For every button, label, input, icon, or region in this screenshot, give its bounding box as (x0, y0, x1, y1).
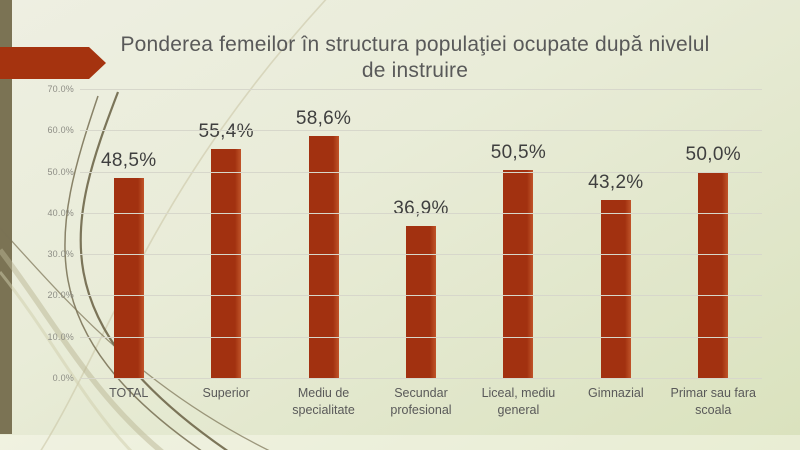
y-axis-tick-label: 50.0% (47, 166, 74, 177)
category-label: Superior (202, 386, 250, 400)
bar-value-label: 43,2% (588, 171, 644, 193)
y-axis-tick-label: 20.0% (47, 290, 74, 301)
bar-column: 58,6% (275, 89, 372, 378)
gridline (80, 130, 762, 132)
category-label: Gimnazial (588, 386, 644, 400)
gridline (80, 89, 762, 90)
bar (600, 199, 631, 378)
gridline (80, 336, 762, 338)
y-axis-tick-label: 70.0% (47, 84, 74, 94)
bar-value-label: 50,5% (490, 141, 547, 163)
bar-value-label: 55,4% (198, 121, 254, 143)
category-label: Mediu de specialitate (292, 386, 355, 417)
bar (211, 149, 242, 378)
bar-column: 43,2% (567, 89, 664, 378)
category-axis: TOTAL Superior Mediu de specialitate Secund… (80, 385, 762, 419)
y-axis-tick-label: 30.0% (47, 249, 74, 260)
bar (405, 225, 436, 378)
bar-column: 48,5% (80, 89, 177, 378)
bar-column: 36,9% (372, 89, 469, 378)
gridline (80, 254, 762, 256)
gridline (80, 378, 762, 379)
bar-column: 50,5% (470, 89, 567, 378)
bar (698, 171, 729, 378)
bar-column: 50,0% (665, 89, 762, 378)
footer-strip (0, 435, 800, 450)
bar-value-label: 36,9% (393, 197, 449, 219)
gridline (80, 212, 762, 214)
bars-container: 48,5% 55,4% 58,6% 36,9% 50,5% 43,2% 50,0% (80, 89, 762, 378)
y-axis-tick-label: 0.0% (52, 373, 74, 383)
bar-value-label: 58,6% (295, 108, 352, 130)
y-axis-tick-label: 40.0% (47, 207, 74, 218)
bar (113, 177, 144, 378)
gridline (80, 295, 762, 297)
category-label: Liceal, mediu general (481, 386, 556, 417)
bar-value-label: 50,0% (685, 143, 741, 165)
category-label: TOTAL (109, 386, 149, 400)
gridline (80, 171, 762, 173)
slide-title: Ponderea femeilor în structura populaţie… (120, 33, 710, 83)
category-label: Secundar profesional (390, 386, 452, 417)
category-label: Primar sau fara scoala (670, 386, 756, 417)
red-arrow-decoration (0, 47, 106, 79)
bar-column: 55,4% (177, 89, 274, 378)
y-axis-tick-label: 10.0% (47, 331, 74, 342)
bar-value-label: 48,5% (101, 149, 157, 171)
bar (503, 169, 534, 378)
plot-area: 48,5% 55,4% 58,6% 36,9% 50,5% 43,2% 50,0% 70.0… (47, 84, 762, 383)
y-axis-tick-label: 60.0% (47, 125, 74, 136)
